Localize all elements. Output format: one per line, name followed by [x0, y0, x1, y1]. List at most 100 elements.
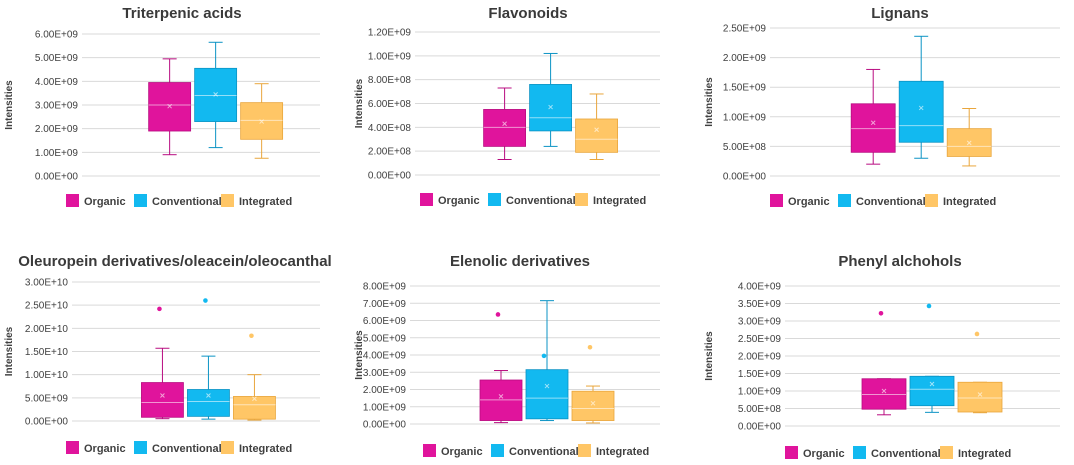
box-conventional	[194, 41, 238, 149]
box-organic	[148, 58, 192, 156]
iqr-box	[898, 80, 944, 143]
chart-panel-2: Flavonoids 0.00E+00 2.00E+08 4.00E+08 6.00E+…	[354, 5, 660, 207]
legend-swatch-conventional	[488, 193, 501, 206]
legend-swatch-organic	[66, 194, 79, 207]
mean-marker	[918, 105, 924, 111]
y-tick-label: 2.50E+09	[723, 24, 767, 35]
y-tick-label: 1.20E+09	[368, 28, 412, 39]
mean-marker	[206, 393, 211, 398]
y-tick-label: 4.00E+09	[363, 351, 407, 362]
legend-swatch-organic	[66, 441, 79, 454]
legend-label: Conventional	[856, 196, 926, 208]
legend: Organic Conventional Integrated	[66, 441, 292, 455]
legend: Organic Conventional Integrated	[785, 446, 1011, 460]
legend-swatch-conventional	[491, 444, 504, 457]
legend-label: Integrated	[239, 196, 292, 208]
box-integrated	[946, 108, 992, 167]
iqr-box	[850, 103, 896, 153]
mean-marker	[252, 396, 257, 402]
legend: Organic Conventional Integrated	[423, 444, 649, 458]
legend-label: Organic	[84, 196, 126, 208]
chart-panel-4: Oleuropein derivatives/oleacein/oleocant…	[4, 253, 332, 455]
mean-marker	[167, 103, 172, 109]
outlier-point	[926, 303, 932, 309]
y-tick-label: 1.00E+10	[25, 370, 69, 381]
y-tick-label: 1.00E+09	[723, 112, 767, 123]
y-tick-label: 6.00E+09	[363, 316, 407, 327]
legend-label: Organic	[803, 448, 845, 460]
box-conventional	[898, 35, 944, 159]
legend: Organic Conventional Integrated	[66, 194, 292, 208]
chart-title: Triterpenic acids	[122, 5, 241, 22]
y-tick-label: 6.00E+08	[368, 99, 412, 110]
y-tick-label: 4.00E+08	[368, 123, 412, 134]
y-tick-label: 8.00E+08	[368, 75, 412, 86]
outlier-point	[203, 298, 208, 303]
box-conventional	[187, 298, 230, 420]
y-tick-label: 5.00E+09	[363, 333, 407, 344]
mean-marker	[929, 381, 935, 387]
y-tick-label: 5.00E+09	[35, 53, 79, 64]
y-tick-label: 1.00E+09	[363, 402, 407, 413]
chart-title: Phenyl alchohols	[838, 253, 961, 270]
box-integrated	[957, 331, 1003, 414]
legend-label: Organic	[788, 196, 830, 208]
legend-label: Conventional	[871, 448, 941, 460]
legend-swatch-conventional	[853, 446, 866, 459]
legend-swatch-conventional	[134, 441, 147, 454]
y-tick-label: 0.00E+00	[35, 172, 79, 183]
mean-marker	[594, 127, 599, 133]
legend-label: Conventional	[509, 446, 579, 458]
chart-title: Oleuropein derivatives/oleacein/oleocant…	[18, 253, 331, 270]
y-tick-label: 0.00E+00	[738, 422, 782, 433]
legend-swatch-conventional	[134, 194, 147, 207]
chart-title: Elenolic derivatives	[450, 253, 590, 270]
y-tick-label: 2.50E+10	[25, 301, 69, 312]
chart-panel-1: Triterpenic acids 0.00E+00 1.00E+09 2.00E+0…	[4, 5, 320, 208]
y-axis-label: Intensities	[354, 78, 365, 128]
box-integrated	[233, 333, 276, 421]
y-axis-label: Intensities	[704, 331, 715, 381]
iqr-box	[525, 369, 569, 420]
legend-label: Organic	[438, 195, 480, 207]
box-organic	[861, 311, 907, 416]
y-tick-label: 3.00E+10	[25, 278, 69, 289]
legend-swatch-organic	[420, 193, 433, 206]
iqr-box	[141, 382, 184, 418]
y-tick-label: 2.50E+09	[738, 334, 782, 345]
y-tick-label: 1.00E+09	[738, 387, 782, 398]
y-tick-label: 8.00E+09	[363, 282, 407, 293]
box-conventional	[529, 52, 572, 147]
box-integrated	[240, 83, 284, 159]
iqr-box	[483, 109, 527, 147]
y-tick-label: 5.00E+08	[723, 142, 767, 153]
y-tick-label: 3.00E+09	[738, 317, 782, 328]
iqr-box	[575, 118, 618, 153]
y-tick-label: 2.00E+10	[25, 324, 69, 335]
iqr-box	[233, 396, 276, 420]
legend-swatch-organic	[785, 446, 798, 459]
y-axis-label: Intensities	[4, 326, 15, 376]
y-tick-label: 6.00E+09	[35, 30, 79, 41]
iqr-box	[861, 378, 907, 410]
mean-marker	[590, 400, 596, 406]
y-tick-label: 3.50E+09	[738, 299, 782, 310]
outlier-point	[878, 311, 884, 316]
y-tick-label: 1.50E+10	[25, 347, 69, 358]
chart-title: Flavonoids	[488, 5, 567, 22]
legend-label: Organic	[84, 443, 126, 455]
legend: Organic Conventional Integrated	[420, 193, 646, 207]
outlier-point	[249, 333, 254, 339]
outlier-point	[974, 331, 980, 337]
legend-swatch-integrated	[940, 446, 953, 459]
legend-label: Organic	[441, 446, 483, 458]
box-organic	[850, 68, 896, 165]
y-axis-label: Intensities	[354, 330, 365, 380]
box-integrated	[575, 93, 618, 161]
legend-swatch-conventional	[838, 194, 851, 207]
outlier-point	[157, 306, 162, 312]
y-tick-label: 4.00E+09	[738, 282, 782, 293]
y-tick-label: 0.00E+00	[368, 171, 412, 182]
